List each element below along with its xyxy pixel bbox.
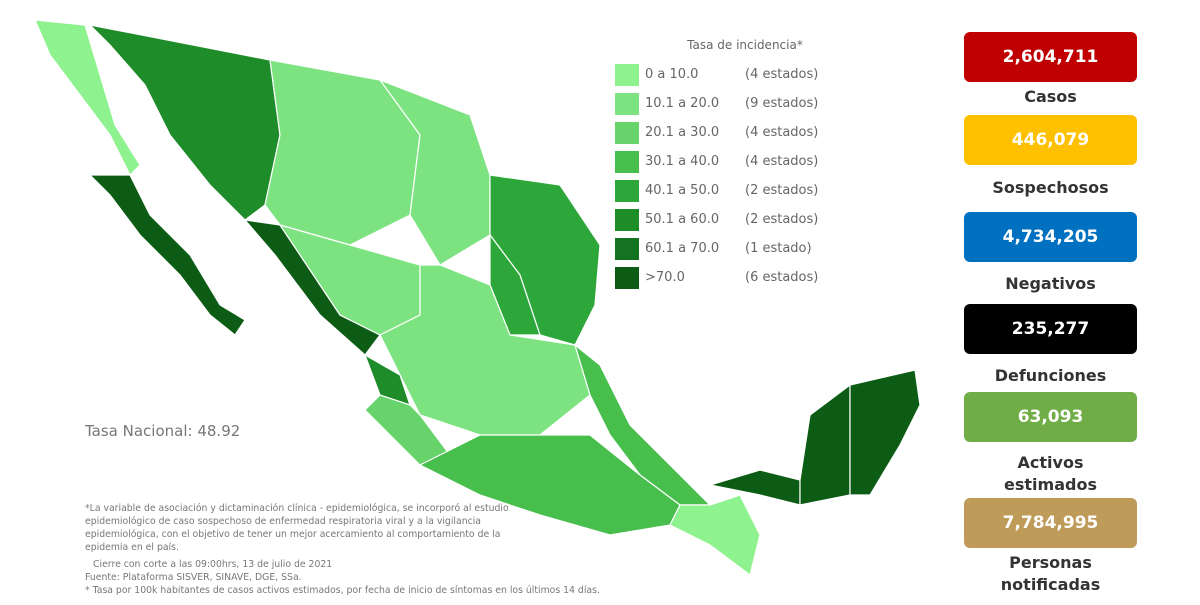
state-campeche [799,383,851,506]
stat-value-box: 2,604,711 [964,32,1137,82]
legend-swatch [615,266,639,289]
state-baja-california [34,19,141,177]
note-variable: *La variable de asociación y dictaminaci… [85,503,509,553]
state-tabasco [709,469,801,506]
legend-count: (4 estados) [745,125,819,140]
legend-count: (6 estados) [745,270,819,285]
legend-range: 50.1 a 60.0 [645,212,720,227]
legend-range: 10.1 a 20.0 [645,96,720,111]
legend-swatch [615,237,639,260]
state-coahuila [378,78,491,266]
legend-range: >70.0 [645,270,685,285]
stat-label: Casos [1024,87,1077,106]
legend-range: 0 a 10.0 [645,67,699,82]
legend-count: (4 estados) [745,154,819,169]
legend-item: 0 a 10.0 (4 estados) [615,60,855,89]
national-rate: Tasa Nacional: 48.92 [85,422,241,440]
legend-swatch [615,150,639,173]
mexico-map [34,19,921,577]
state-yucatan-qroo [849,369,921,496]
legend-range: 20.1 a 30.0 [645,125,720,140]
legend-range: 40.1 a 50.0 [645,183,720,198]
stat-label: Defunciones [994,366,1107,385]
stat-value-box: 7,784,995 [964,498,1137,548]
stat-value-box: 4,734,205 [964,212,1137,262]
stat-label: Negativos [1005,274,1096,293]
legend-item: 40.1 a 50.0 (2 estados) [615,176,855,205]
legend-item: 10.1 a 20.0 (9 estados) [615,89,855,118]
stat-label: Personas notificadas [1000,553,1101,594]
state-chiapas [669,494,761,577]
legend-item: 20.1 a 30.0 (4 estados) [615,118,855,147]
stat-value-box: 235,277 [964,304,1137,354]
legend-count: (9 estados) [745,96,819,111]
legend-count: (1 estado) [745,241,812,256]
footnotes: *La variable de asociación y dictaminaci… [85,502,600,597]
stat-value-box: 63,093 [964,392,1137,442]
legend-count: (2 estados) [745,183,819,198]
note-cierre: Cierre con corte a las 09:00hrs, 13 de j… [93,559,333,570]
legend-swatch [615,208,639,231]
state-nuevo-leon [489,233,541,336]
legend-count: (4 estados) [745,67,819,82]
stat-value-box: 446,079 [964,115,1137,165]
legend-count: (2 estados) [745,212,819,227]
note-fuente: Fuente: Plataforma SISVER, SINAVE, DGE, … [85,572,302,583]
stat-label: Sospechosos [992,178,1109,197]
note-tasa: * Tasa por 100k habitantes de casos acti… [85,585,600,596]
legend: Tasa de incidencia* 0 a 10.0 (4 estados) 1… [615,38,855,292]
legend-item: 60.1 a 70.0 (1 estado) [615,234,855,263]
legend-swatch [615,121,639,144]
legend-range: 30.1 a 40.0 [645,154,720,169]
legend-item: 50.1 a 60.0 (2 estados) [615,205,855,234]
state-baja-california-sur [88,174,246,336]
legend-item: 30.1 a 40.0 (4 estados) [615,147,855,176]
legend-range: 60.1 a 70.0 [645,241,720,256]
legend-item: >70.0 (6 estados) [615,263,855,292]
legend-title: Tasa de incidencia* [687,38,803,52]
legend-swatch [615,63,639,86]
legend-swatch [615,92,639,115]
legend-swatch [615,179,639,202]
stat-label: Activos estimados [1004,453,1097,494]
